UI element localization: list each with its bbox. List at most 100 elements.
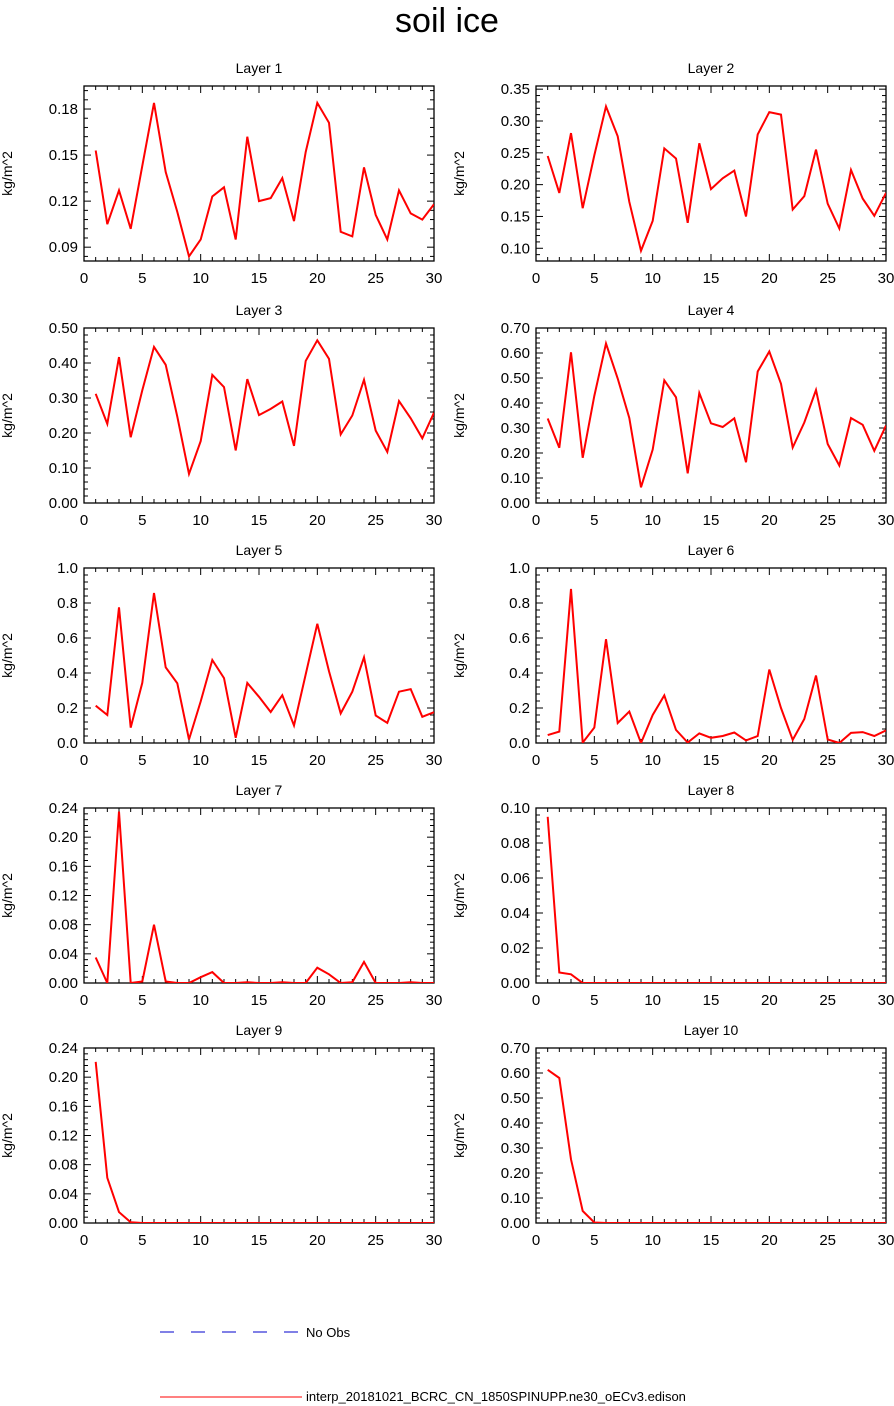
series-line [546, 339, 886, 488]
panel-5: Layer 5 kg/m^2 0 5 10 15 20 25 30 0.0 0.2 0.4 0.6 0.8… [0, 542, 442, 769]
panel-10: Layer 10 kg/m^2 0 5 10 15 20 25 30 0.00 0.10 0.20 0.… [451, 1022, 894, 1249]
y-tick-label: 0.35 [501, 81, 530, 98]
x-tick-label: 0 [532, 992, 540, 1009]
y-tick-label: 0.20 [501, 177, 530, 194]
y-tick-label: 0.15 [49, 147, 78, 164]
legend-obs-label: No Obs [306, 1325, 351, 1340]
panel-9: Layer 9 kg/m^2 0 5 10 15 20 25 30 0.00 0.04 0.08 0.1… [0, 1022, 442, 1249]
x-tick-label: 5 [138, 992, 146, 1009]
panel-title: Layer 4 [688, 302, 735, 318]
x-tick-label: 30 [878, 1232, 894, 1249]
x-tick-label: 5 [590, 270, 598, 287]
x-tick-label: 30 [878, 992, 894, 1009]
y-tick-label: 0.04 [501, 905, 530, 922]
y-axis-label: kg/m^2 [0, 873, 15, 918]
x-tick-label: 30 [878, 752, 894, 769]
x-tick-label: 10 [644, 270, 661, 287]
y-tick-label: 0.6 [509, 630, 530, 647]
series-line [547, 1068, 886, 1223]
x-tick-label: 30 [426, 270, 443, 287]
x-tick-label: 25 [367, 512, 384, 529]
x-tick-label: 10 [644, 752, 661, 769]
panel-title: Layer 8 [688, 782, 735, 798]
x-tick-label: 25 [819, 512, 836, 529]
x-tick-label: 15 [703, 1232, 720, 1249]
y-tick-label: 0.70 [501, 1040, 530, 1057]
x-tick-label: 20 [761, 752, 778, 769]
chart-grid: Layer 1 kg/m^2 0 5 10 15 20 25 30 0.09 0.12 0.15 0.1… [0, 60, 894, 1249]
panel-title: Layer 7 [236, 782, 283, 798]
x-tick-label: 5 [138, 1232, 146, 1249]
x-tick-label: 10 [192, 270, 209, 287]
x-tick-label: 15 [251, 992, 268, 1009]
y-tick-label: 0.09 [49, 239, 78, 256]
y-tick-label: 0.12 [49, 888, 78, 905]
x-tick-label: 20 [309, 752, 326, 769]
panel-4: Layer 4 kg/m^2 0 5 10 15 20 25 30 0.00 0.10 0.20 0.3… [451, 302, 894, 529]
x-tick-label: 25 [367, 752, 384, 769]
x-tick-label: 5 [590, 512, 598, 529]
x-tick-label: 0 [80, 992, 88, 1009]
x-tick-label: 25 [367, 270, 384, 287]
x-tick-label: 15 [251, 1232, 268, 1249]
panel-8: Layer 8 kg/m^2 0 5 10 15 20 25 30 0.00 0.02 0.04 0.0… [451, 782, 894, 1009]
y-tick-label: 0.00 [49, 975, 78, 992]
series-line [547, 588, 886, 743]
y-tick-label: 0.50 [501, 1090, 530, 1107]
panel-title: Layer 10 [684, 1022, 739, 1038]
x-tick-label: 5 [590, 752, 598, 769]
y-axis-label: kg/m^2 [451, 393, 467, 438]
y-tick-label: 0.40 [501, 1115, 530, 1132]
y-tick-label: 0.02 [501, 940, 530, 957]
y-axis-label: kg/m^2 [451, 151, 467, 196]
panel-title: Layer 3 [236, 302, 283, 318]
x-tick-label: 0 [532, 270, 540, 287]
y-axis-label: kg/m^2 [451, 633, 467, 678]
x-tick-label: 15 [703, 270, 720, 287]
y-tick-label: 0.30 [501, 113, 530, 130]
x-tick-label: 0 [532, 1232, 540, 1249]
x-tick-label: 25 [367, 1232, 384, 1249]
y-tick-label: 0.12 [49, 193, 78, 210]
x-tick-label: 0 [80, 512, 88, 529]
y-tick-label: 0.8 [57, 595, 78, 612]
legend-model-label: interp_20181021_BCRC_CN_1850SPINUPP.ne30… [306, 1389, 686, 1404]
x-tick-label: 30 [426, 512, 443, 529]
x-tick-label: 20 [761, 512, 778, 529]
y-tick-label: 0.10 [501, 470, 530, 487]
x-tick-label: 0 [80, 1232, 88, 1249]
y-tick-label: 0.00 [501, 975, 530, 992]
y-tick-label: 0.25 [501, 145, 530, 162]
x-tick-label: 20 [761, 270, 778, 287]
panel-2: Layer 2 kg/m^2 0 5 10 15 20 25 30 0.10 0.15 0.20 0.2… [451, 60, 894, 287]
x-tick-label: 0 [532, 752, 540, 769]
panel-1: Layer 1 kg/m^2 0 5 10 15 20 25 30 0.09 0.12 0.15 0.1… [0, 60, 442, 287]
y-tick-label: 1.0 [57, 560, 78, 577]
panel-6: Layer 6 kg/m^2 0 5 10 15 20 25 30 0.0 0.2 0.4 0.6 0.8… [451, 542, 894, 769]
x-tick-label: 30 [426, 752, 443, 769]
y-axis-label: kg/m^2 [451, 873, 467, 918]
x-tick-label: 30 [426, 1232, 443, 1249]
x-tick-label: 10 [192, 512, 209, 529]
y-tick-label: 0.18 [49, 101, 78, 118]
y-tick-label: 0.20 [49, 425, 78, 442]
x-tick-label: 10 [192, 752, 209, 769]
y-tick-label: 0.15 [501, 208, 530, 225]
y-tick-label: 0.10 [501, 1190, 530, 1207]
x-tick-label: 15 [251, 270, 268, 287]
y-tick-label: 0.10 [49, 460, 78, 477]
y-tick-label: 0.00 [501, 495, 530, 512]
x-tick-label: 15 [703, 752, 720, 769]
x-tick-label: 25 [367, 992, 384, 1009]
x-tick-label: 15 [251, 512, 268, 529]
y-tick-label: 0.0 [57, 735, 78, 752]
panel-title: Layer 2 [688, 60, 735, 76]
y-tick-label: 0.6 [57, 630, 78, 647]
x-tick-label: 10 [644, 1232, 661, 1249]
y-tick-label: 0.08 [501, 835, 530, 852]
y-tick-label: 0.30 [49, 390, 78, 407]
y-axis-label: kg/m^2 [0, 151, 15, 196]
y-tick-label: 0.08 [49, 1157, 78, 1174]
y-tick-label: 0.24 [49, 1040, 78, 1057]
x-tick-label: 25 [819, 1232, 836, 1249]
